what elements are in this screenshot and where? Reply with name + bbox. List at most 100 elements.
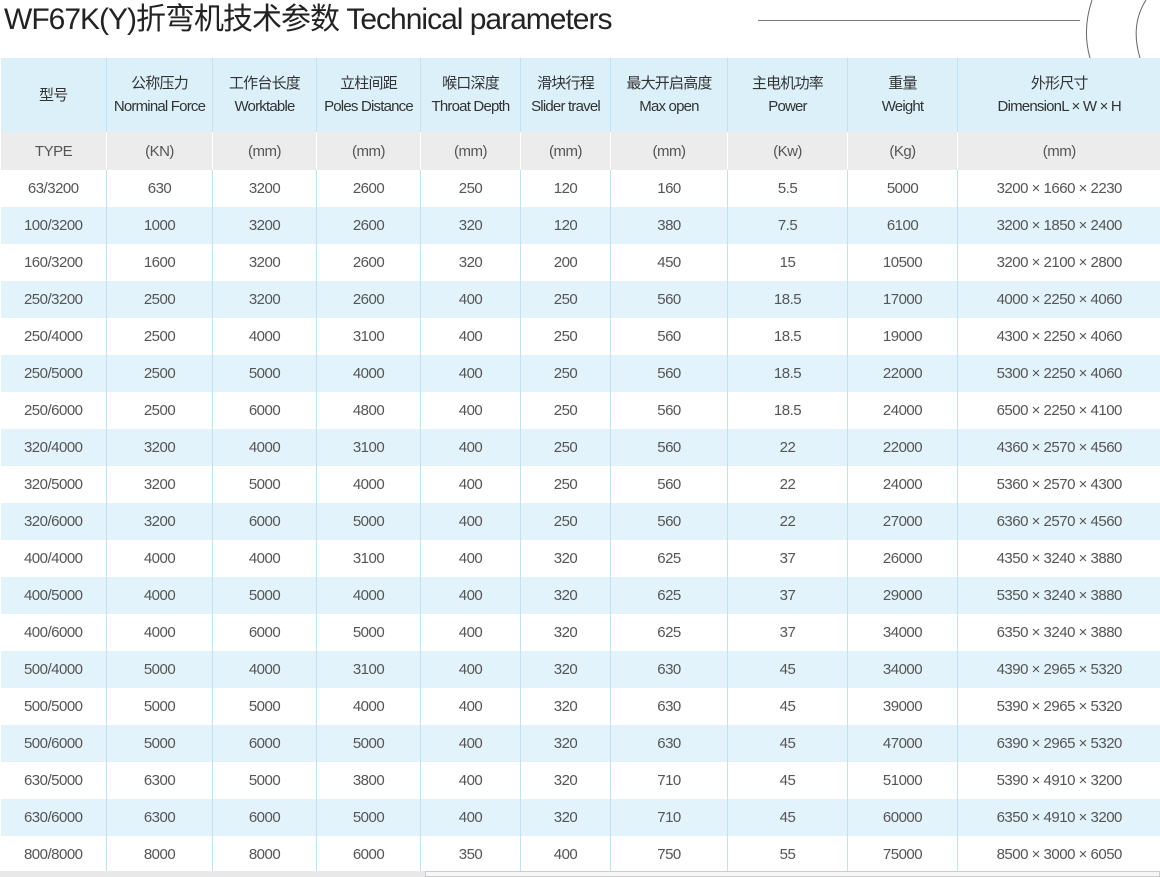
table-cell: 3200 [212,244,317,281]
table-cell: 6350 × 4910 × 3200 [957,799,1160,836]
table-cell: 710 [610,799,728,836]
table-cell: 18.5 [727,281,848,318]
table-cell: 15 [727,244,848,281]
column-unit: TYPE [0,132,107,170]
table-cell: 400 [420,281,521,318]
table-cell: 4000 × 2250 × 4060 [957,281,1160,318]
table-cell: 6360 × 2570 × 4560 [957,503,1160,540]
header-row: 型号 公称压力 Norminal Force 工作台长度 Worktable 立柱间距 Po… [0,58,1160,132]
table-cell: 320 [520,577,611,614]
table-cell: 5000 [316,614,421,651]
table-cell: 3100 [316,318,421,355]
table-cell: 560 [610,466,728,503]
table-cell: 250 [520,392,611,429]
table-row: 320/5000 3200 5000 4000 400 250 560 22 24000 5360… [1,466,1160,503]
table-cell: 22 [727,466,848,503]
table-cell: 250 [520,429,611,466]
table-cell: 47000 [847,725,958,762]
table-cell: 8000 [212,836,317,873]
table-cell: 24000 [847,392,958,429]
table-cell: 2600 [316,244,421,281]
table-cell: 160/3200 [23,254,83,271]
table-cell: 630/5000 [23,772,83,789]
column-unit: (mm) [316,132,421,170]
table-cell: 6000 [212,392,317,429]
column-header-cn: 型号 [39,86,68,104]
table-cell: 630 [610,725,728,762]
table-cell: 250 [520,318,611,355]
table-cell: 5390 × 2965 × 5320 [957,688,1160,725]
table-cell: 1600 [106,244,213,281]
table-cell: 5.5 [727,170,848,207]
table-cell: 55 [727,836,848,873]
column-header-en: Power [768,98,807,115]
table-cell: 8500 × 3000 × 6050 [957,836,1160,873]
table-row: 630/5000 6300 5000 3800 400 320 710 45 51000 5390… [1,762,1160,799]
table-cell: 6300 [106,762,213,799]
column-header: 主电机功率 Power [727,58,848,132]
table-cell: 250/3200 [0,281,107,318]
table-cell: 710 [610,762,728,799]
scrollbar-thumb[interactable] [425,871,1160,877]
title-divider [758,20,1080,21]
table-cell: 6000 [212,799,317,836]
table-cell: 5390 × 4910 × 3200 [957,762,1160,799]
column-unit: (KN) [106,132,213,170]
table-cell: 5000 [316,799,421,836]
table-cell: 400 [420,503,521,540]
table-cell: 625 [610,540,728,577]
table-cell: 320 [520,762,611,799]
table-cell: 4000 [212,651,317,688]
table-cell: 350 [420,836,521,873]
table-cell: 630 [106,170,213,207]
table-cell: 6000 [212,614,317,651]
table-cell: 4800 [316,392,421,429]
column-unit: (mm) [957,132,1160,170]
table-cell: 250 [520,466,611,503]
table-cell: 4000 [316,688,421,725]
table-row: 630/6000 6300 6000 5000 400 320 710 45 60000 6350… [0,799,1160,836]
table-cell: 4360 × 2570 × 4560 [957,429,1160,466]
table-cell: 45 [727,725,848,762]
table-cell: 7.5 [727,207,848,244]
column-header-cn: 重量 [888,75,917,92]
table-cell: 34000 [847,614,958,651]
table-cell: 2500 [106,355,213,392]
table-cell: 250/4000 [23,328,83,345]
column-header: 重量 Weight [847,58,958,132]
column-header-cn: 工作台长度 [228,75,301,92]
table-cell: 500/4000 [0,651,107,688]
table-cell: 10500 [847,244,958,281]
table-row: 250/5000 2500 5000 4000 400 250 560 18.5 22000 53… [0,355,1160,392]
table-cell: 320 [520,614,611,651]
column-header-cn: 主电机功率 [751,75,824,92]
table-cell: 625 [610,614,728,651]
table-cell: 200 [520,244,611,281]
table-cell: 4000 [316,577,421,614]
table-cell: 5000 [212,577,317,614]
table-cell: 5000 [212,355,317,392]
table-cell: 400 [420,688,521,725]
column-header-cn: 最大开启高度 [626,75,712,92]
table-cell: 45 [727,799,848,836]
table-cell: 5000 [106,688,213,725]
table-cell: 6000 [212,725,317,762]
table-cell: 5000 [316,725,421,762]
table-cell: 3200 × 1660 × 2230 [957,170,1160,207]
table-cell: 39000 [847,688,958,725]
table-cell: 250/6000 [23,402,83,419]
table-cell: 400/5000 [0,577,107,614]
table-cell: 320 [520,651,611,688]
table-cell: 1000 [106,207,213,244]
table-cell: 6000 [316,836,421,873]
table-cell: 3200 [106,503,213,540]
table-cell: 500/6000 [0,725,107,762]
table-cell: 625 [610,577,728,614]
table-cell: 400 [420,725,521,762]
column-header-en: Max open [639,98,699,115]
table-cell: 34000 [847,651,958,688]
column-unit: (mm) [520,132,611,170]
table-body: 63/3200 630 3200 2600 250 120 160 5.5 5000 3200 ×… [0,170,1160,873]
table-cell: 4350 × 3240 × 3880 [957,540,1160,577]
table-cell: 2500 [106,392,213,429]
